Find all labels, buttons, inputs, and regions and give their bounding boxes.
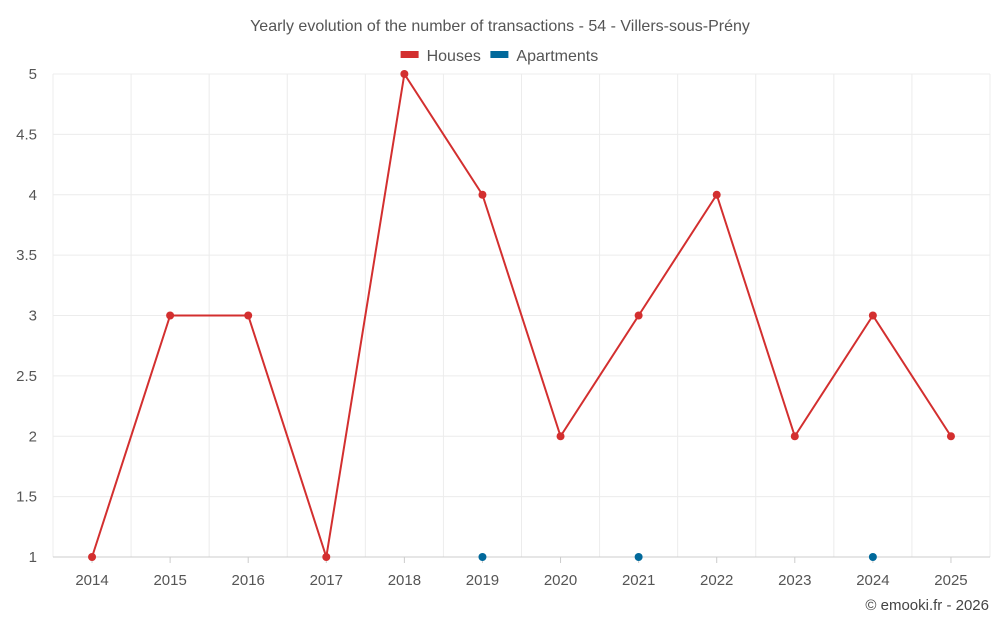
houses-point[interactable] bbox=[556, 432, 565, 441]
series-houses bbox=[88, 70, 955, 561]
apartments-point[interactable] bbox=[478, 553, 487, 561]
x-tick-label: 2017 bbox=[310, 572, 343, 589]
houses-point[interactable] bbox=[322, 553, 331, 561]
x-tick-label: 2019 bbox=[466, 572, 499, 589]
x-axis: 2014 2015 2016 2017 2018 2019 2020 2021 2022 2023… bbox=[53, 556, 990, 589]
y-tick-label: 5 bbox=[29, 66, 37, 83]
apartments-point[interactable] bbox=[868, 553, 877, 561]
y-tick-label: 3.5 bbox=[16, 247, 37, 264]
y-tick-label: 4.5 bbox=[16, 126, 37, 143]
legend-label: Houses bbox=[427, 48, 481, 65]
houses-point[interactable] bbox=[244, 311, 253, 320]
chart-title: Yearly evolution of the number of transa… bbox=[250, 18, 750, 35]
x-tick-label: 2023 bbox=[778, 572, 811, 589]
x-tick-label: 2022 bbox=[700, 572, 733, 589]
x-tick-label: 2018 bbox=[388, 572, 421, 589]
houses-point[interactable] bbox=[790, 432, 799, 441]
legend-item-apartments[interactable]: Apartments bbox=[490, 48, 598, 65]
legend-swatch bbox=[490, 51, 509, 58]
x-tick-label: 2021 bbox=[622, 572, 655, 589]
x-tick-label: 2025 bbox=[934, 572, 967, 589]
series-apartments bbox=[478, 553, 877, 561]
y-tick-label: 3 bbox=[29, 308, 37, 325]
houses-point[interactable] bbox=[478, 190, 487, 199]
houses-point[interactable] bbox=[88, 553, 97, 561]
x-tick-label: 2016 bbox=[232, 572, 265, 589]
x-tick-label: 2024 bbox=[856, 572, 889, 589]
y-tick-label: 1 bbox=[29, 549, 37, 566]
houses-point[interactable] bbox=[868, 311, 877, 320]
houses-point[interactable] bbox=[712, 190, 721, 199]
houses-point[interactable] bbox=[400, 70, 409, 78]
houses-point[interactable] bbox=[634, 311, 643, 320]
y-axis: 1 1.5 2 2.5 3 3.5 4 4.5 5 bbox=[16, 66, 37, 566]
y-tick-label: 4 bbox=[29, 187, 37, 204]
legend-label: Apartments bbox=[516, 48, 598, 65]
legend-item-houses[interactable]: Houses bbox=[400, 48, 481, 65]
houses-line bbox=[91, 73, 952, 558]
apartments-point[interactable] bbox=[634, 553, 643, 561]
x-tick-label: 2015 bbox=[153, 572, 186, 589]
legend: Houses Apartments bbox=[400, 48, 598, 65]
y-tick-label: 2.5 bbox=[16, 368, 37, 385]
houses-point[interactable] bbox=[166, 311, 175, 320]
x-tick-label: 2014 bbox=[75, 572, 108, 589]
series-layer bbox=[88, 70, 955, 561]
credit-text: © emooki.fr - 2026 bbox=[865, 597, 989, 614]
x-tick-label: 2020 bbox=[544, 572, 577, 589]
y-tick-label: 2 bbox=[29, 428, 37, 445]
houses-point[interactable] bbox=[946, 432, 955, 441]
y-tick-label: 1.5 bbox=[16, 489, 37, 506]
legend-swatch bbox=[400, 51, 419, 58]
